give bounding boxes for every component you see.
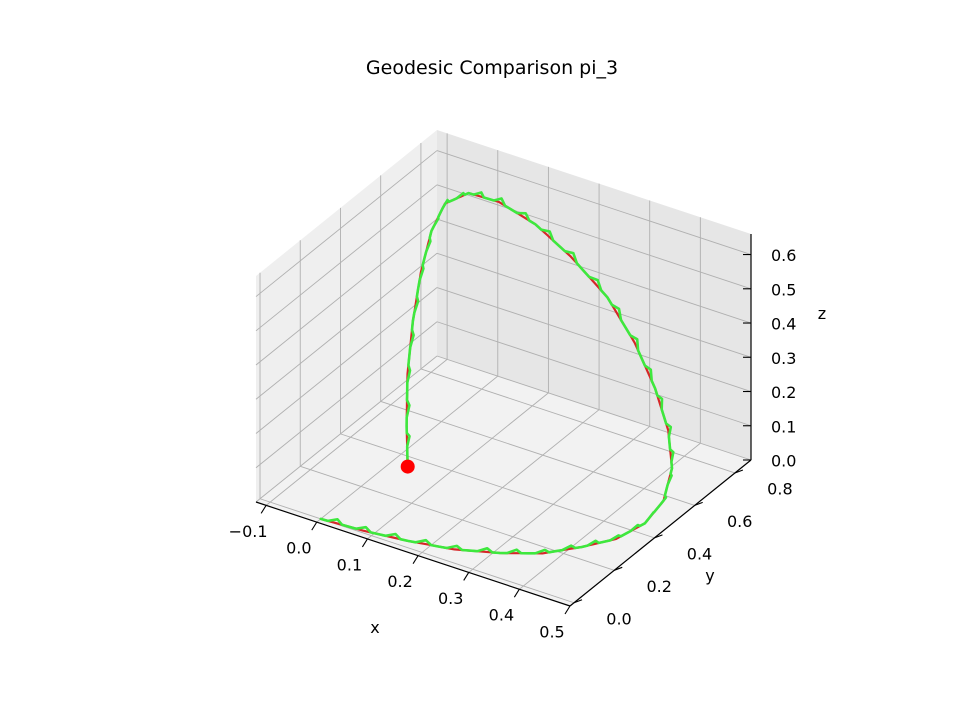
grid-line-z	[255, 287, 438, 434]
grid-line-z	[436, 218, 752, 324]
grid-line-z	[436, 321, 752, 427]
grid-line-z	[436, 287, 752, 392]
x-tick	[412, 555, 419, 564]
z-tick-label: 0.3	[771, 349, 796, 368]
grid-line-x	[519, 442, 701, 590]
z-tick-label: 0.5	[771, 280, 796, 299]
grid-line-z	[255, 252, 438, 400]
x-axis-line	[255, 501, 571, 607]
series-group	[319, 191, 675, 555]
grid-lines	[255, 133, 752, 607]
x-tick	[260, 505, 267, 514]
y-tick	[734, 469, 744, 474]
grid-line-x	[468, 426, 650, 573]
x-tick-label: 0.5	[539, 623, 564, 642]
marker-point	[400, 459, 415, 474]
grid-line-y	[420, 368, 736, 474]
grid-line-z	[436, 252, 752, 358]
z-tick-label: 0.4	[771, 315, 796, 334]
z-tick-label: 0.6	[771, 246, 796, 265]
grid-line-x	[417, 409, 600, 557]
y-axis-line	[569, 459, 752, 607]
y-tick	[573, 599, 583, 604]
x-tick-label: 0.1	[337, 555, 362, 574]
x-tick	[564, 605, 571, 615]
x-tick	[513, 588, 520, 598]
z-tick-label: 0.1	[771, 417, 796, 436]
pane-left	[256, 130, 437, 502]
grid-line-z	[255, 321, 438, 469]
pane-floor	[256, 356, 751, 606]
axis-panes	[256, 130, 751, 606]
z-axis-label: z	[818, 304, 826, 323]
x-tick-label: 0.3	[438, 589, 463, 608]
y-tick-label: 0.0	[606, 609, 631, 628]
x-tick-label: −0.1	[229, 522, 268, 541]
y-tick	[654, 534, 663, 539]
grid-line-y	[259, 498, 575, 604]
grid-line-x	[265, 359, 448, 506]
x-tick-label: 0.2	[387, 572, 412, 591]
grid-line-z	[436, 184, 752, 290]
grid-line-y	[300, 465, 615, 571]
x-tick-label: 0.4	[489, 606, 514, 625]
grid-line-z	[255, 218, 438, 366]
chart-title: Geodesic Comparison pi_3	[366, 57, 618, 79]
series-line-2	[319, 191, 675, 555]
y-tick-label: 0.6	[727, 512, 752, 531]
grid-line-z	[255, 150, 438, 297]
grid-line-y	[340, 433, 655, 539]
x-tick-label: 0.0	[286, 539, 311, 558]
y-tick	[614, 566, 623, 571]
y-axis-label: y	[705, 566, 714, 585]
axis-ticks: −0.1 0.0 0.1 0.2 0.3 0.4 0.5 0.0 0.2 0.4 0.6 0.8 0.0…	[229, 246, 797, 642]
y-tick	[694, 501, 703, 506]
x-tick	[311, 521, 318, 531]
grid-line-z	[255, 184, 438, 332]
y-tick-label: 0.2	[646, 577, 671, 596]
grid-line-z	[436, 355, 752, 461]
z-tick-label: 0.0	[771, 452, 796, 471]
x-tick	[463, 572, 470, 581]
grid-line-y	[380, 400, 695, 506]
grid-line-x	[367, 392, 549, 540]
z-tick-label: 0.2	[771, 383, 796, 402]
axis-lines	[255, 234, 752, 607]
y-tick-label: 0.4	[687, 544, 712, 563]
grid-line-z	[436, 150, 752, 255]
x-tick	[361, 538, 368, 548]
x-axis-label: x	[370, 618, 379, 637]
y-tick-label: 0.8	[767, 480, 792, 499]
